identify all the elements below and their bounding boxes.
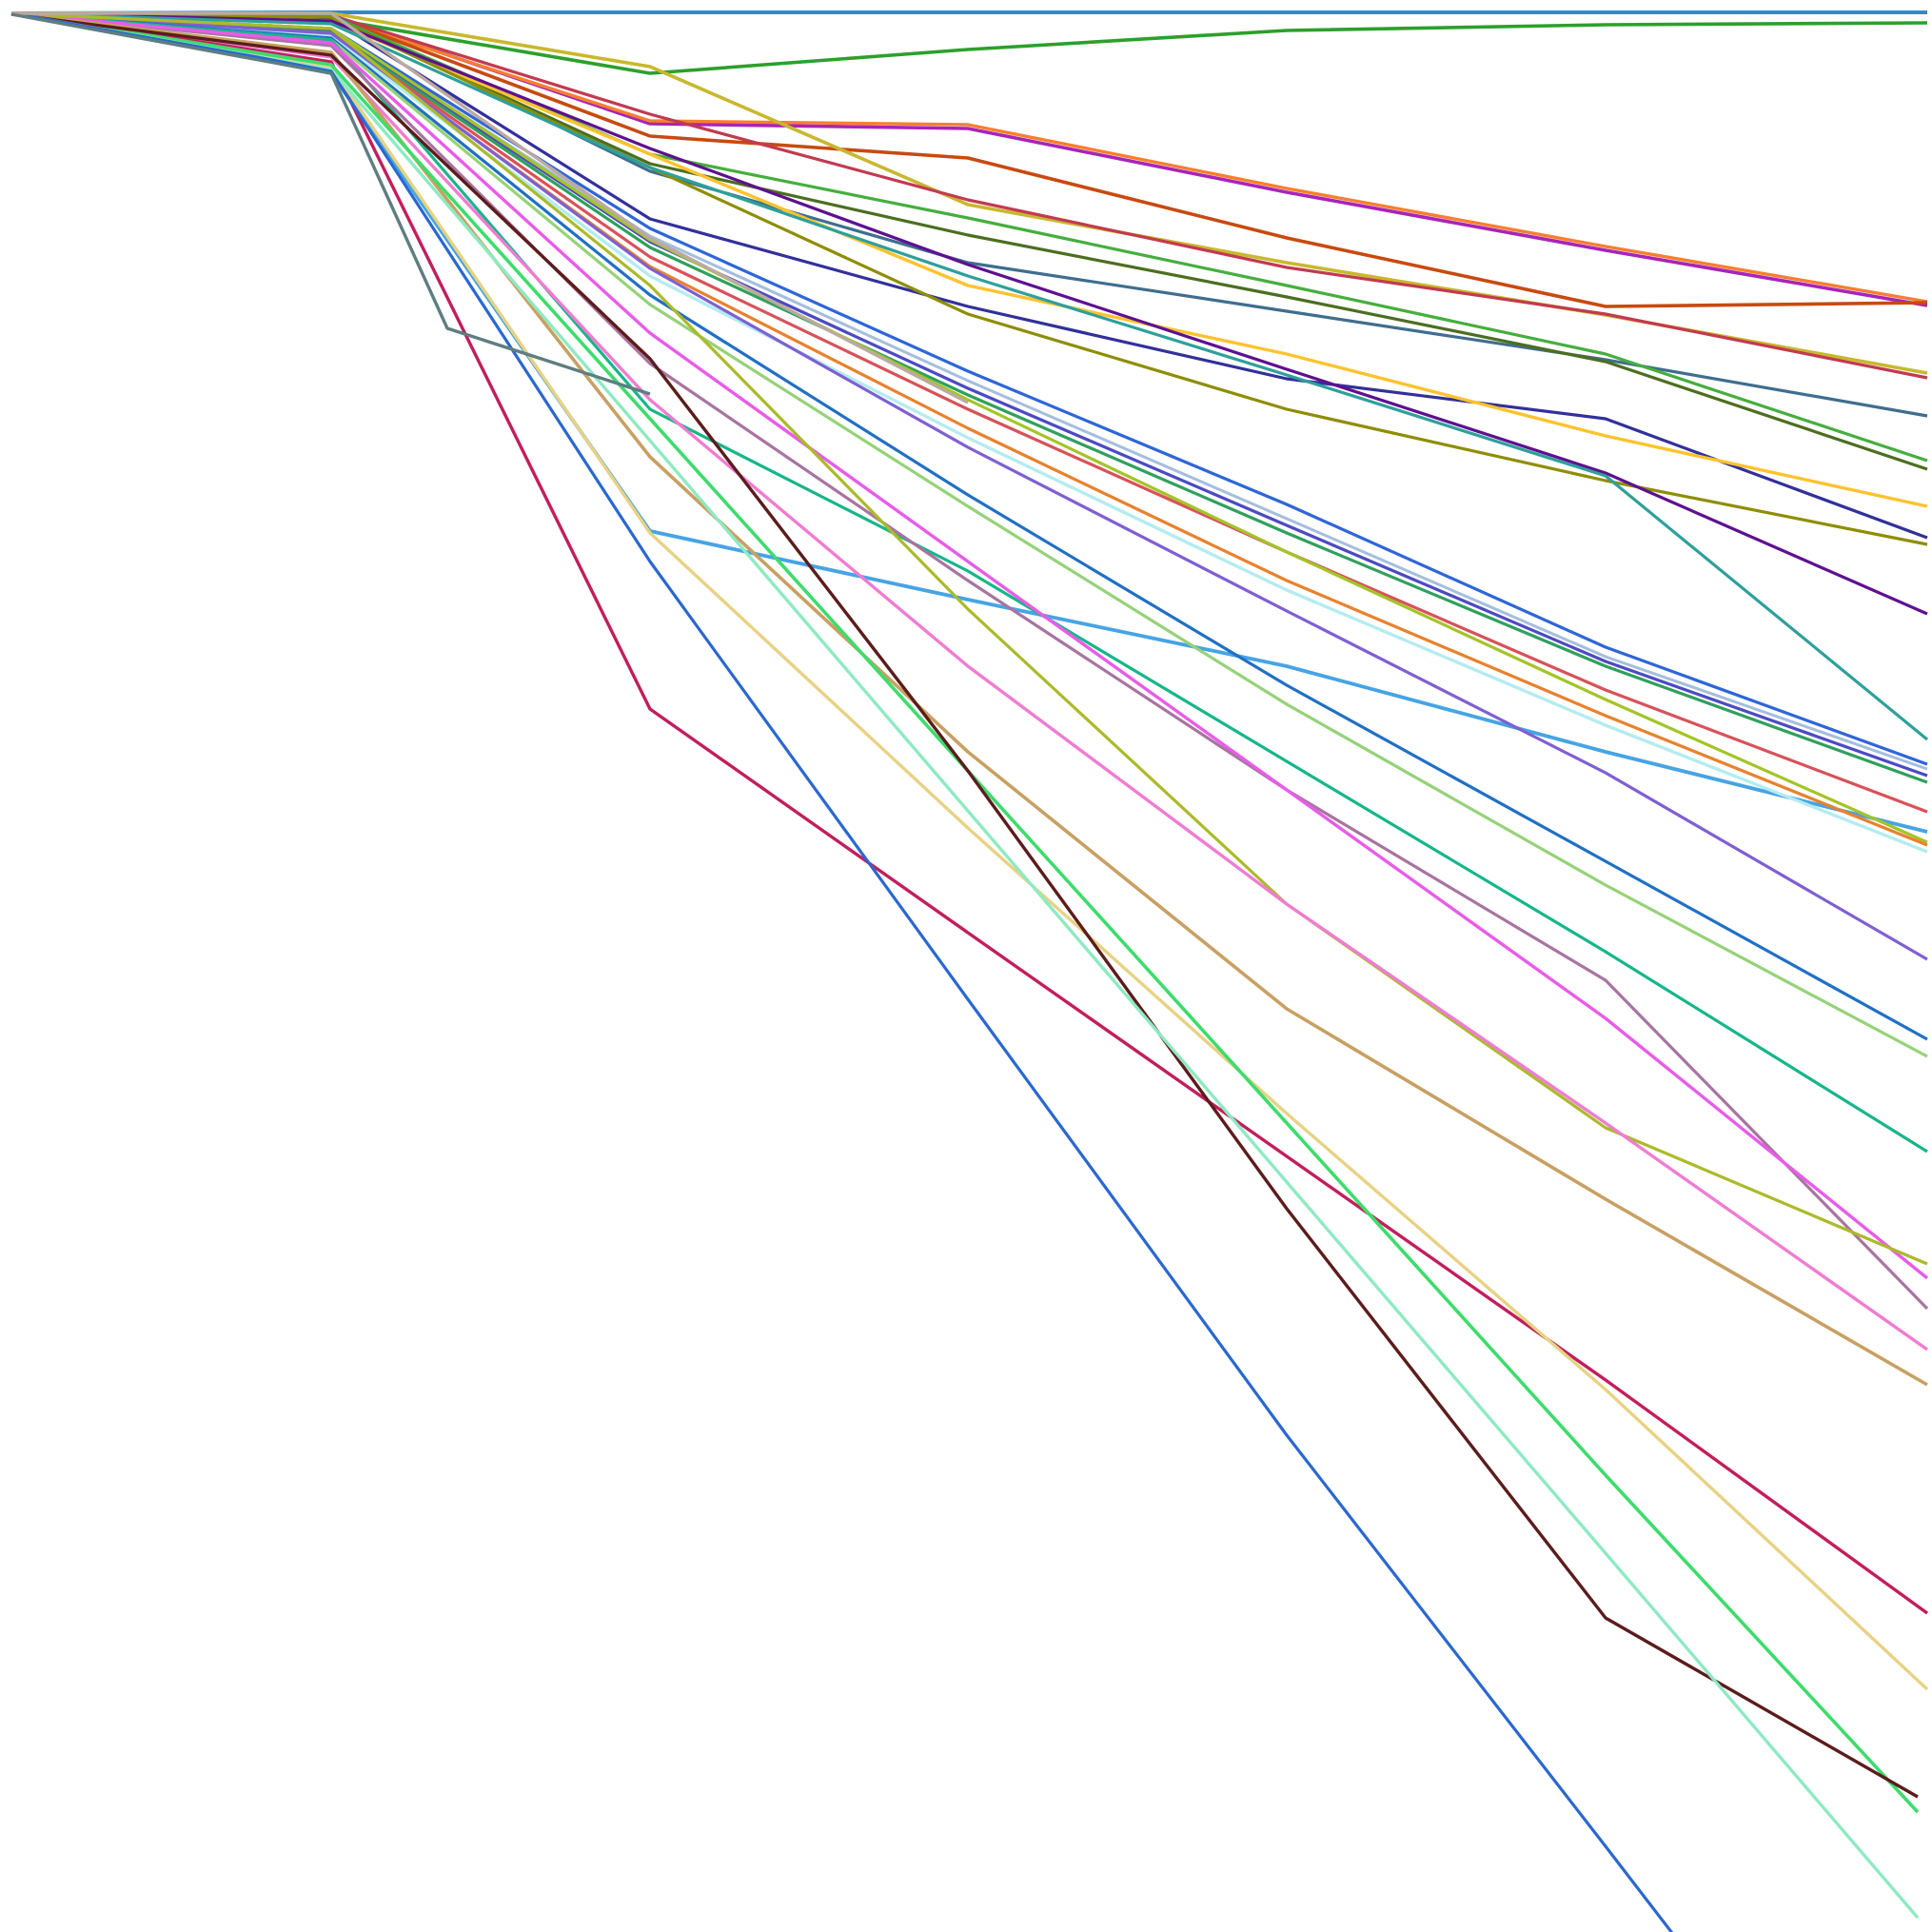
series-raspberry <box>10 11 1928 1615</box>
series-oliveyellow <box>10 11 1928 1266</box>
series-aquamarine <box>10 11 1920 1920</box>
series-maroon <box>10 12 1919 1799</box>
series-slategray <box>10 12 651 396</box>
series-steelblue <box>10 11 1928 418</box>
series-magenta <box>10 11 1929 1280</box>
series-royalblue <box>10 11 1674 1932</box>
series-darkpurple <box>10 11 1928 616</box>
series-olive <box>10 11 1928 546</box>
series-skyblue <box>10 11 1928 834</box>
series-rosybrown <box>11 11 969 404</box>
series-lightgreen <box>10 11 1928 1058</box>
series-hotpink <box>10 11 1928 1351</box>
series-palecyan <box>10 11 1928 854</box>
series-green <box>10 11 1928 463</box>
series-lightsteel <box>10 11 1928 771</box>
series-mediumpurple <box>10 11 1928 961</box>
series-navy <box>10 11 1928 540</box>
series-plum <box>10 11 1929 1311</box>
series-strongblue <box>10 11 1928 1041</box>
series-orange2 <box>10 11 1928 847</box>
series-red <box>10 11 1928 814</box>
series-springgreen <box>10 11 1928 1153</box>
series-teal <box>10 11 1929 741</box>
series-tan <box>10 11 1928 1387</box>
